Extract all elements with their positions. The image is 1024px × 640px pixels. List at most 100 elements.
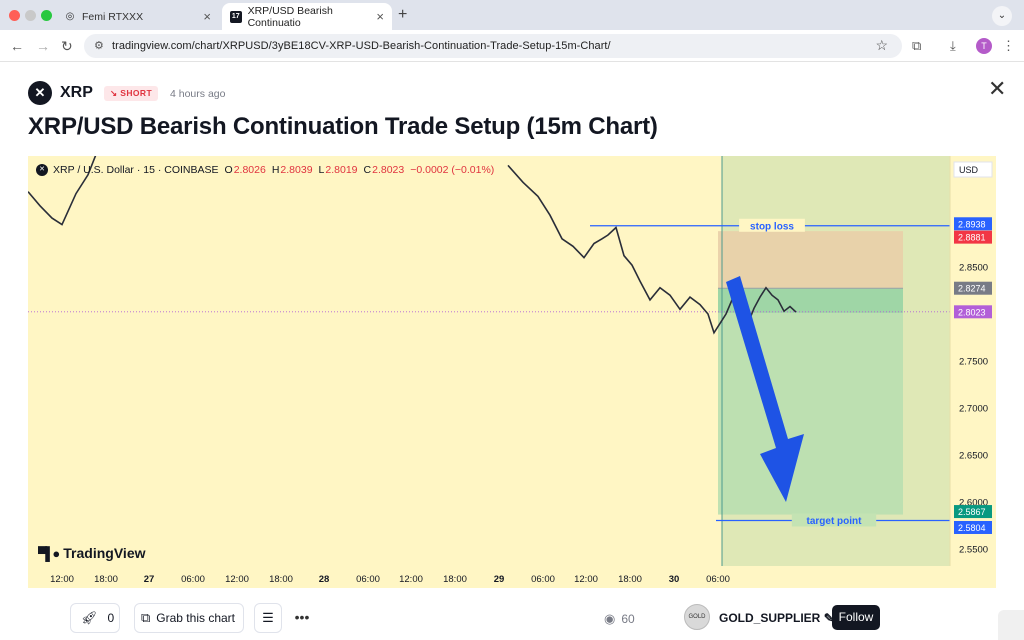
- chart-legend: ✕ XRP / U.S. Dollar · 15 · COINBASE O 2.8…: [36, 164, 494, 176]
- boost-count: 0: [107, 611, 115, 625]
- x-tick-label: 06:00: [531, 574, 555, 585]
- minimize-window-button[interactable]: [25, 10, 36, 21]
- x-tick-label: 18:00: [618, 574, 642, 585]
- address-bar: ← → ↻ ⚙ tradingview.com/chart/XRPUSD/3yB…: [0, 30, 1024, 62]
- target-point-label: target point: [807, 516, 863, 527]
- tradingview-logo: ▀▌● TradingView: [38, 545, 146, 561]
- maximize-window-button[interactable]: [41, 10, 52, 21]
- price-tag-label: 2.8023: [958, 307, 986, 317]
- boost-button[interactable]: 🚀︎ 0: [70, 603, 120, 633]
- price-tag-label: 2.8938: [958, 219, 986, 229]
- stop-loss-zone: [718, 231, 903, 289]
- chevron-down-icon[interactable]: ⌄: [992, 6, 1012, 26]
- url-text: tradingview.com/chart/XRPUSD/3yBE18CV-XR…: [112, 40, 611, 52]
- x-tick-label: 30: [669, 574, 680, 585]
- price-tag-label: 2.5804: [958, 523, 986, 533]
- x-tick-label: 18:00: [269, 574, 293, 585]
- annotation-bg: [739, 218, 805, 232]
- xrp-logo-icon[interactable]: ✕: [28, 81, 52, 105]
- close-window-button[interactable]: [9, 10, 20, 21]
- y-tick-label: 2.7000: [959, 404, 988, 415]
- views-number: 60: [621, 612, 635, 626]
- low-key: L: [318, 164, 325, 176]
- github-icon: ◎: [65, 10, 75, 22]
- follow-button[interactable]: Follow: [832, 605, 880, 630]
- currency-box: [953, 161, 993, 178]
- close-tab-icon[interactable]: ×: [203, 9, 211, 24]
- symbol-label[interactable]: XRP: [60, 84, 93, 101]
- grab-chart-label: Grab this chart: [156, 611, 235, 625]
- extensions-icon[interactable]: ⧉: [912, 38, 922, 53]
- y-tick-label: 2.7500: [959, 357, 988, 368]
- url-field[interactable]: ⚙ tradingview.com/chart/XRPUSD/3yBE18CV-…: [84, 34, 902, 58]
- price-tag: [954, 505, 992, 519]
- page-title: XRP/USD Bearish Continuation Trade Setup…: [28, 113, 658, 140]
- price-series-main: [507, 164, 797, 335]
- high-key: H: [271, 164, 280, 176]
- x-tick-label: 12:00: [399, 574, 423, 585]
- high-value: 2.8039: [280, 164, 313, 176]
- download-icon[interactable]: ⤓: [950, 38, 956, 53]
- tab-femi-rtxxx[interactable]: ◎ Femi RTXXX ×: [56, 3, 219, 30]
- x-tick-label: 12:00: [574, 574, 598, 585]
- y-tick-label: 2.8500: [959, 262, 988, 273]
- browser-tab-bar: ◎ Femi RTXXX × 17 XRP/USD Bearish Contin…: [0, 0, 1024, 30]
- price-tag-label: 2.8881: [958, 233, 986, 243]
- price-tag: [954, 520, 992, 534]
- open-key: O: [224, 164, 233, 176]
- short-badge: ↘ SHORT: [104, 86, 159, 101]
- x-tick-label: 06:00: [356, 574, 380, 585]
- new-tab-icon[interactable]: +: [398, 6, 408, 23]
- close-value: 2.8023: [372, 164, 405, 176]
- rocket-icon: 🚀︎: [81, 610, 98, 625]
- close-tab-icon[interactable]: ×: [376, 9, 384, 24]
- author-name[interactable]: GOLD_SUPPLIER ✎: [719, 611, 834, 625]
- short-badge-label: SHORT: [120, 88, 153, 98]
- tradingview-mark-icon: ▀▌●: [38, 545, 60, 561]
- profile-avatar[interactable]: T: [976, 38, 992, 54]
- x-tick-label: 18:00: [94, 574, 118, 585]
- site-settings-icon[interactable]: ⚙: [94, 40, 104, 52]
- pen-icon: ✎: [823, 611, 834, 625]
- reload-icon[interactable]: ↻: [61, 38, 73, 54]
- price-tag-label: 2.5867: [958, 507, 986, 517]
- close-icon[interactable]: ✕: [988, 76, 1007, 101]
- currency-unit: USD: [959, 165, 979, 175]
- x-tick-label: 12:00: [50, 574, 74, 585]
- down-arrow-icon: [726, 276, 804, 502]
- open-value: 2.8026: [233, 164, 266, 176]
- x-tick-label: 06:00: [181, 574, 205, 585]
- x-tick-label: 18:00: [443, 574, 467, 585]
- comment-icon[interactable]: ☰: [254, 603, 282, 633]
- grab-chart-button[interactable]: ⧉ Grab this chart: [134, 603, 244, 633]
- x-tick-label: 12:00: [225, 574, 249, 585]
- tradingview-logo-text: TradingView: [63, 545, 146, 561]
- close-key: C: [363, 164, 372, 176]
- xrp-logo-icon: ✕: [36, 164, 48, 176]
- author-name-text: GOLD_SUPPLIER: [719, 611, 821, 625]
- bookmark-star-icon[interactable]: ☆: [875, 37, 888, 53]
- y-tick-label: 2.6500: [959, 451, 988, 462]
- price-chart[interactable]: stop loss target point 2.8500 2.7500 2.7000 2…: [28, 156, 996, 588]
- corner-widget: [998, 610, 1024, 640]
- tab-xrp-usd[interactable]: 17 XRP/USD Bearish Continuatio ×: [222, 3, 392, 30]
- forward-arrow-icon[interactable]: →: [36, 38, 50, 54]
- annotation-bg: [791, 513, 877, 527]
- stop-loss-label: stop loss: [750, 221, 794, 232]
- x-tick-label: 28: [319, 574, 330, 585]
- price-tag: [954, 281, 992, 295]
- tab-label: Femi RTXXX: [82, 10, 144, 23]
- instrument-label: XRP / U.S. Dollar · 15 · COINBASE: [53, 164, 219, 176]
- more-options-icon[interactable]: •••: [294, 609, 310, 625]
- eye-icon: ◉: [604, 611, 616, 626]
- change-value: −0.0002 (−0.01%): [410, 164, 495, 176]
- back-arrow-icon[interactable]: ←: [10, 38, 24, 54]
- posted-time: 4 hours ago: [170, 88, 226, 100]
- y-tick-label: 2.6000: [959, 498, 988, 509]
- views-count: ◉ 60: [604, 611, 635, 627]
- arrow-down-right-icon: ↘: [110, 88, 118, 98]
- price-series-left: [28, 156, 97, 226]
- avatar[interactable]: GOLD: [684, 604, 710, 630]
- kebab-menu-icon[interactable]: ⋮: [1002, 38, 1015, 53]
- low-value: 2.8019: [325, 164, 358, 176]
